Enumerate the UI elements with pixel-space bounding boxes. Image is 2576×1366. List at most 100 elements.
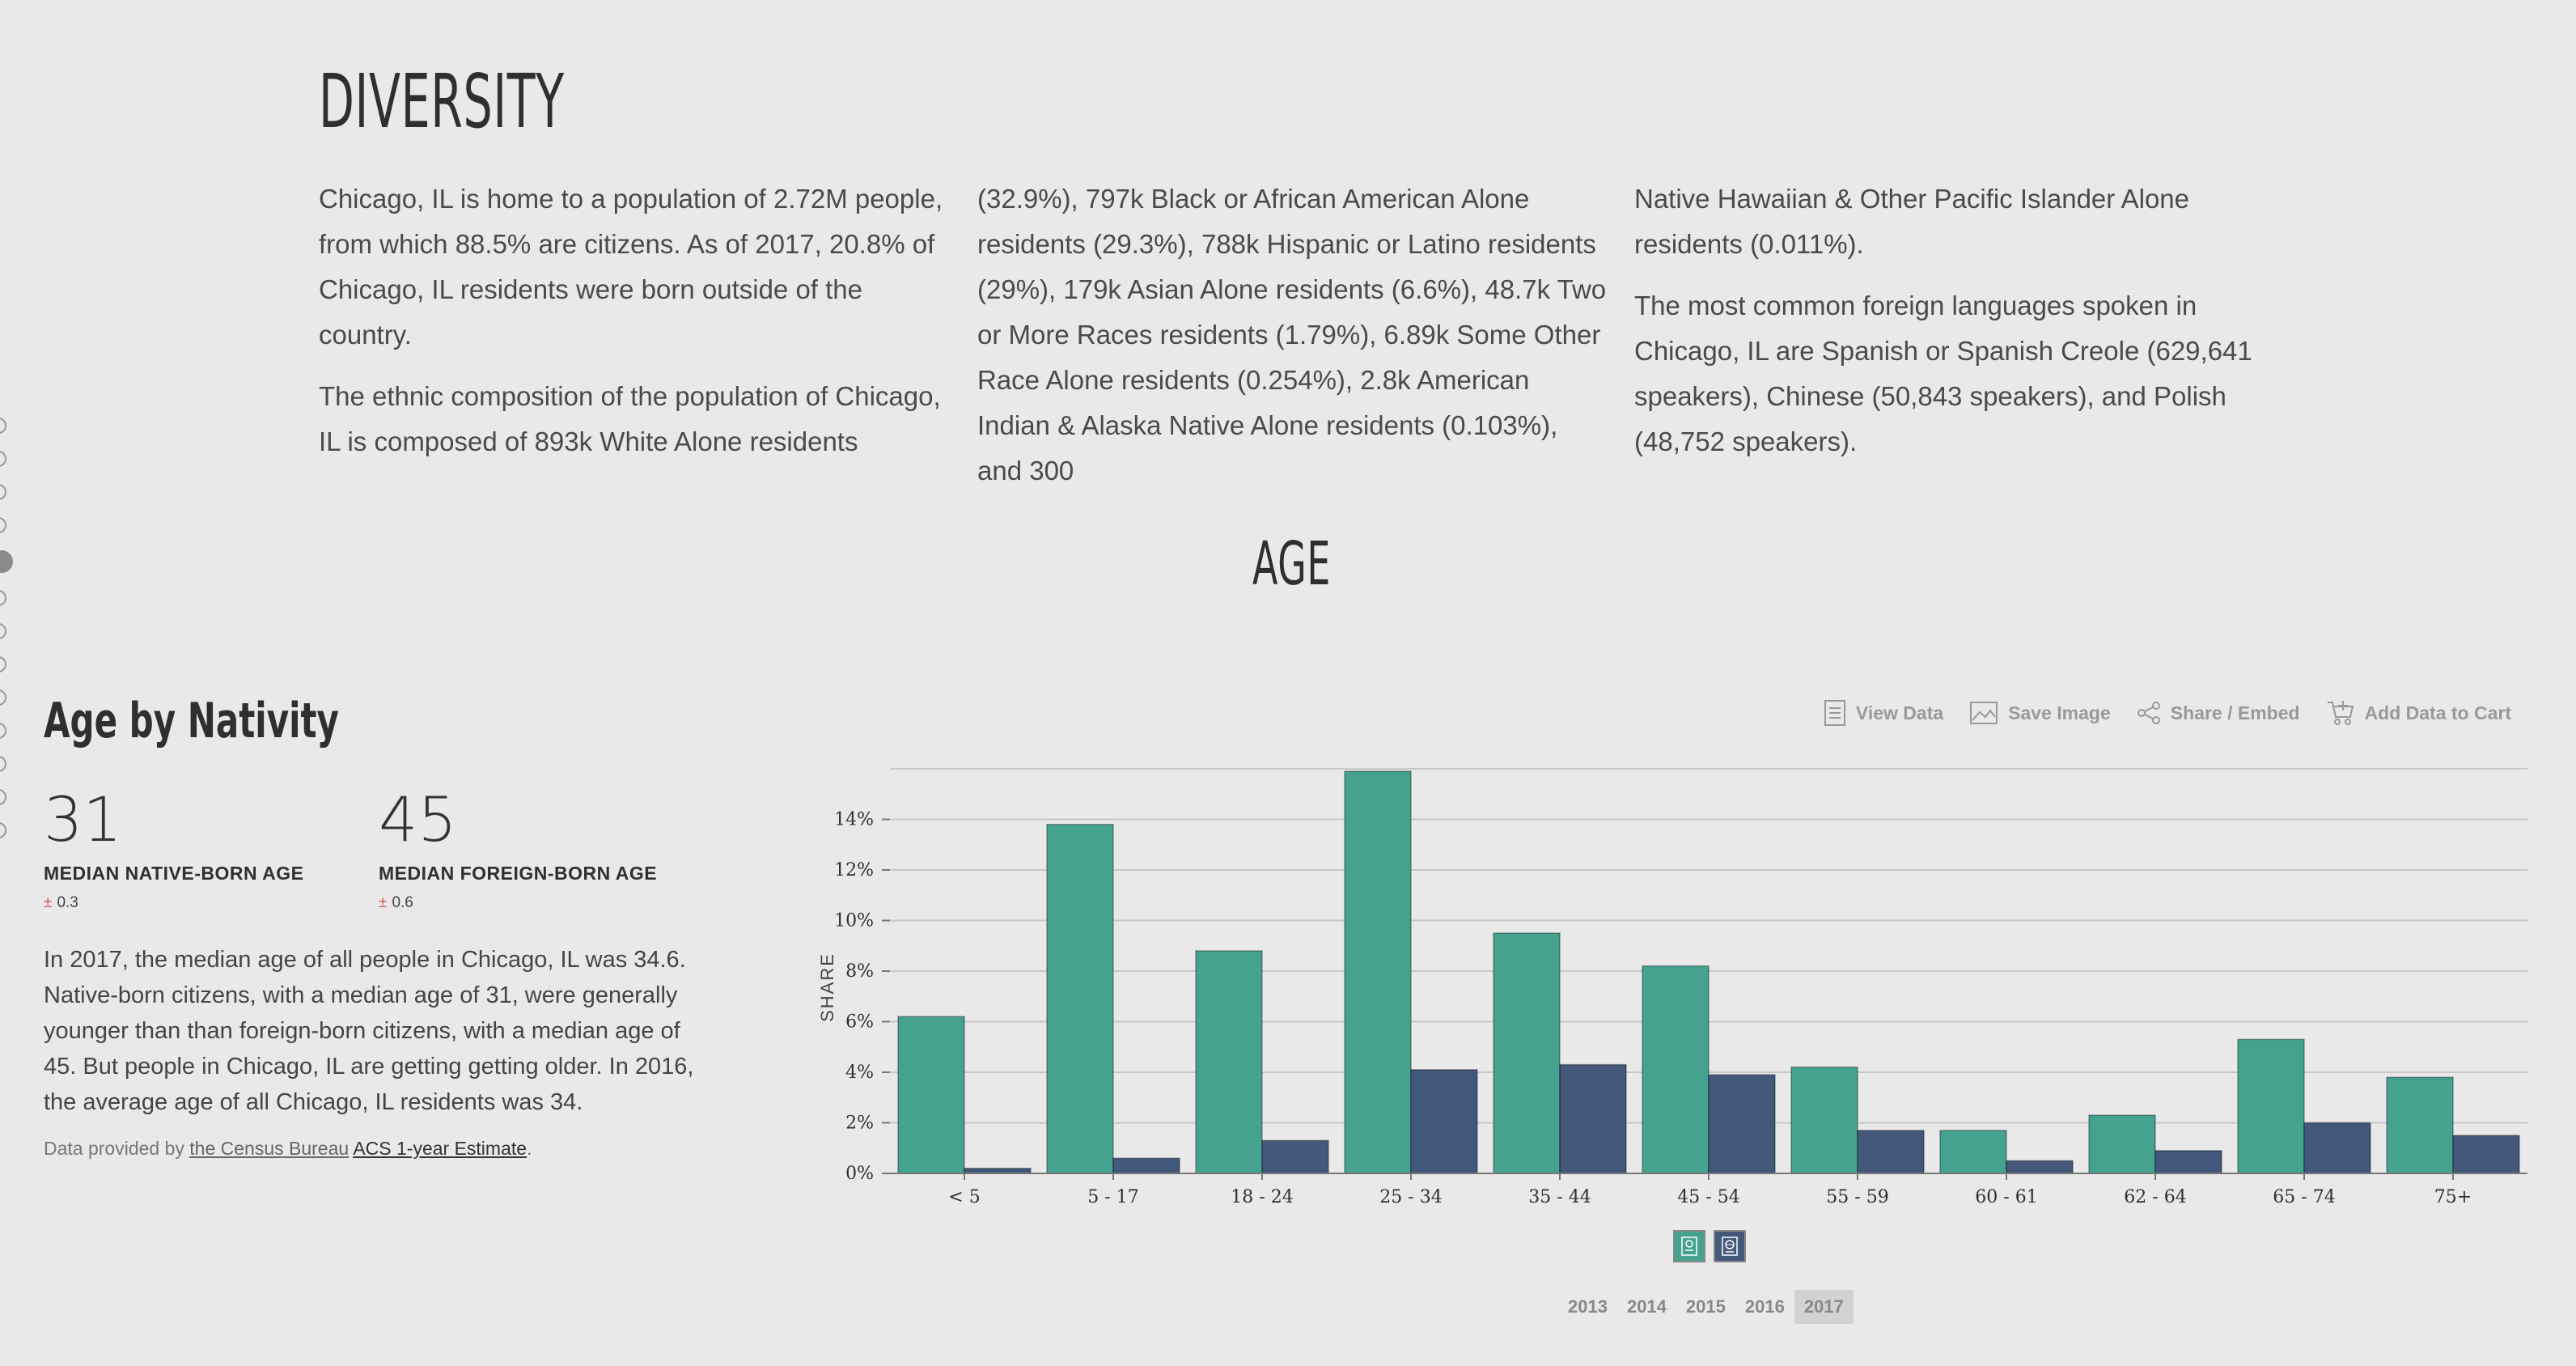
- data-source-provider-link[interactable]: the Census Bureau: [189, 1138, 350, 1159]
- stat-moe-value: 0.6: [392, 894, 413, 911]
- diversity-paragraph: The ethnic composition of the population…: [319, 381, 941, 456]
- year-selector: 2013 2014 2015 2016 2017: [1558, 1290, 1854, 1324]
- y-axis-title: SHARE: [817, 952, 837, 1022]
- section-nav-dot[interactable]: [0, 517, 6, 533]
- stat-margin-of-error: ±0.6: [379, 894, 657, 912]
- y-tick-label: 0%: [845, 1164, 874, 1184]
- section-nav-dot[interactable]: [0, 623, 6, 639]
- section-nav-dot[interactable]: [0, 418, 6, 434]
- y-tick-label: 6%: [845, 1012, 874, 1033]
- bar-foreign-born: [1261, 1139, 1329, 1174]
- x-tick-label: 18 - 24: [1231, 1187, 1293, 1207]
- view-data-button[interactable]: View Data: [1824, 699, 1943, 727]
- stat-moe-value: 0.3: [57, 894, 78, 911]
- section-nav-dot[interactable]: [0, 484, 6, 500]
- bar-native-born: [1790, 1067, 1858, 1174]
- bar-foreign-born: [2303, 1122, 2371, 1174]
- bar-foreign-born: [2006, 1160, 2074, 1174]
- bar-native-born: [1642, 965, 1710, 1174]
- bar-foreign-born: [1410, 1069, 1478, 1174]
- stat-native-born: 31 MEDIAN NATIVE-BORN AGE ±0.3: [44, 785, 304, 912]
- x-tick-label: 75+: [2434, 1187, 2472, 1207]
- age-section-title: AGE: [1252, 529, 1331, 599]
- data-source-dataset-link[interactable]: ACS 1-year Estimate: [353, 1138, 527, 1159]
- data-source: Data provided by the Census Bureau ACS 1…: [44, 1138, 532, 1160]
- plus-minus-symbol: ±: [379, 894, 388, 911]
- x-tick-label: 35 - 44: [1528, 1187, 1591, 1207]
- bar-native-born: [2088, 1114, 2156, 1174]
- bar-foreign-born: [1559, 1063, 1627, 1174]
- stat-margin-of-error: ±0.3: [44, 894, 304, 912]
- bar-foreign-born: [1112, 1157, 1180, 1174]
- data-source-prefix: Data provided by: [44, 1138, 190, 1159]
- y-tick-label: 10%: [834, 911, 874, 931]
- cart-icon: [2327, 701, 2354, 725]
- chart-heading: Age by Nativity: [44, 693, 339, 749]
- add-to-cart-label: Add Data to Cart: [2364, 702, 2511, 723]
- year-option-2014[interactable]: 2014: [1626, 1296, 1667, 1317]
- year-option-2015[interactable]: 2015: [1685, 1296, 1726, 1317]
- section-nav-dot[interactable]: [0, 789, 6, 805]
- chart-toolbar: View Data Save Image Share / Embed Add D…: [1824, 699, 2511, 727]
- age-by-nativity-chart: 0% 2% 4% 6% 8% 10% 12% 14% SHARE < 5 5 - 17 18 - 24…: [817, 768, 2527, 1207]
- foreign-born-icon: [1722, 1237, 1738, 1256]
- bar-foreign-born: [1708, 1074, 1776, 1174]
- section-nav-dot[interactable]: [0, 451, 6, 467]
- year-option-2016[interactable]: 2016: [1744, 1296, 1785, 1317]
- bar-foreign-born: [2154, 1150, 2222, 1174]
- x-tick-label: 65 - 74: [2273, 1187, 2335, 1207]
- bar-native-born: [1046, 824, 1114, 1174]
- x-tick-label: 60 - 61: [1975, 1187, 2037, 1207]
- year-option-2017[interactable]: 2017: [1794, 1290, 1854, 1324]
- x-tick-label: 25 - 34: [1379, 1187, 1442, 1207]
- chart-legend: [1673, 1230, 1746, 1262]
- section-nav-dot[interactable]: [0, 756, 6, 772]
- image-icon: [1970, 702, 1998, 724]
- x-tick-label: 62 - 64: [2124, 1187, 2186, 1207]
- year-option-2013[interactable]: 2013: [1568, 1296, 1608, 1317]
- share-icon: [2137, 702, 2160, 724]
- section-nav-dot[interactable]: [0, 723, 6, 739]
- section-nav-dot[interactable]: [0, 656, 6, 672]
- diversity-paragraph: Chicago, IL is home to a population of 2…: [319, 184, 943, 350]
- bar-native-born: [897, 1016, 965, 1174]
- y-tick-label: 4%: [845, 1063, 874, 1083]
- view-data-label: View Data: [1855, 702, 1944, 723]
- bar-native-born: [1493, 932, 1561, 1174]
- document-icon: [1824, 700, 1845, 726]
- bar-native-born: [1939, 1130, 2007, 1174]
- stat-value: 31: [44, 783, 122, 855]
- bar-native-born: [2237, 1038, 2305, 1174]
- stat-foreign-born: 45 MEDIAN FOREIGN-BORN AGE ±0.6: [379, 785, 657, 912]
- save-image-label: Save Image: [2008, 702, 2111, 723]
- section-nav-dot[interactable]: [0, 822, 6, 838]
- stat-value: 45: [379, 783, 457, 855]
- x-tick-label: 45 - 54: [1677, 1187, 1739, 1207]
- legend-native-born-swatch[interactable]: [1673, 1230, 1705, 1262]
- bar-foreign-born: [1857, 1130, 1925, 1174]
- plus-minus-symbol: ±: [44, 894, 53, 911]
- diversity-paragraph: The most common foreign languages spoken…: [1634, 291, 2252, 456]
- stat-label: MEDIAN FOREIGN-BORN AGE: [379, 863, 658, 884]
- bar-native-born: [1195, 950, 1263, 1174]
- y-tick-label: 14%: [834, 810, 874, 830]
- diversity-column-1: Chicago, IL is home to a population of 2…: [319, 176, 950, 481]
- legend-foreign-born-swatch[interactable]: [1714, 1230, 1746, 1262]
- share-embed-button[interactable]: Share / Embed: [2137, 701, 2300, 725]
- x-tick-label: 55 - 59: [1826, 1187, 1888, 1207]
- save-image-button[interactable]: Save Image: [1969, 701, 2111, 725]
- diversity-paragraph: Native Hawaiian & Other Pacific Islander…: [1634, 184, 2190, 259]
- bar-foreign-born: [2452, 1135, 2520, 1174]
- diversity-column-2: (32.9%), 797k Black or African American …: [977, 176, 1608, 510]
- add-to-cart-button[interactable]: Add Data to Cart: [2326, 699, 2511, 727]
- y-tick-label: 8%: [845, 961, 874, 982]
- section-nav-dot[interactable]: [0, 689, 6, 706]
- section-nav-dot-active[interactable]: [0, 550, 13, 573]
- chart-description: In 2017, the median age of all people in…: [44, 947, 694, 1115]
- section-nav: [0, 418, 13, 855]
- section-nav-dot[interactable]: [0, 590, 6, 606]
- diversity-column-3: Native Hawaiian & Other Pacific Islander…: [1634, 176, 2265, 481]
- diversity-paragraph: (32.9%), 797k Black or African American …: [977, 184, 1607, 486]
- share-embed-label: Share / Embed: [2170, 702, 2300, 723]
- x-tick-label: 5 - 17: [1087, 1187, 1138, 1207]
